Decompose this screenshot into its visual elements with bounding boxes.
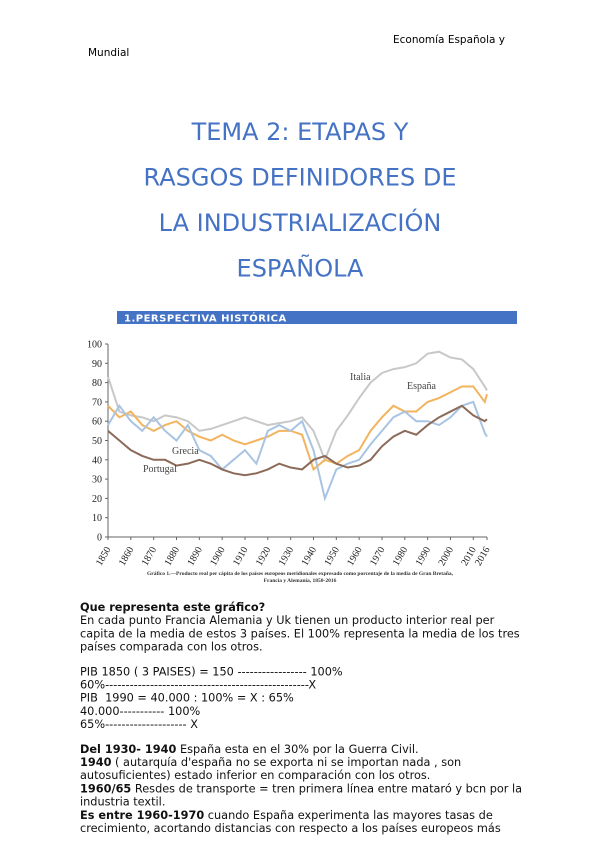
bold-text: 1940 <box>80 756 112 769</box>
body-text: 40.000----------- 100% <box>80 705 201 718</box>
body-line: capita de la media de estos 3 países. El… <box>80 627 520 640</box>
body-text: PIB 1990 = 40.000 : 100% = X : 65% <box>80 692 294 705</box>
chart-caption: Francia y Alemania, 1850-2016 <box>264 578 337 584</box>
x-tick-label: 1990 <box>414 545 434 568</box>
body-line: Que representa este gráfico? <box>80 601 265 614</box>
series-label: España <box>407 381 436 392</box>
series-line <box>107 385 488 472</box>
body-text: autosuficientes) estado inferior en comp… <box>80 769 430 782</box>
body-text: España esta en el 30% por la Guerra Civi… <box>176 743 418 756</box>
series-label: Portugal <box>143 464 177 475</box>
body-line: PIB 1990 = 40.000 : 100% = X : 65% <box>80 692 294 705</box>
bold-text: Del 1930- 1940 <box>80 743 176 756</box>
x-tick-label: 1890 <box>185 545 205 568</box>
series-line <box>107 350 488 463</box>
body-line: En cada punto Francia Alemania y Uk tien… <box>80 614 495 627</box>
y-tick-label: 20 <box>92 494 102 505</box>
y-tick-label: 10 <box>92 513 102 524</box>
body-text: Resdes de transporte = tren primera líne… <box>131 782 522 795</box>
body-line: países comparada con los otros. <box>80 641 263 654</box>
x-tick-label: 2000 <box>437 545 457 568</box>
x-tick-label: 1980 <box>391 545 411 568</box>
body-line: 1940 ( autarquía d'españa no se exporta … <box>80 756 461 769</box>
body-line: 40.000----------- 100% <box>80 705 201 718</box>
body-line: industria textil. <box>80 796 165 809</box>
y-tick-label: 40 <box>92 455 102 466</box>
bold-text: Que representa este gráfico? <box>80 601 265 614</box>
y-tick-label: 90 <box>92 359 102 370</box>
series-label: Italia <box>350 372 371 383</box>
bold-text: Es entre 1960-1970 <box>80 809 204 822</box>
x-tick-label: 1970 <box>368 545 388 568</box>
body-line: Del 1930- 1940 España esta en el 30% por… <box>80 743 419 756</box>
body-line: autosuficientes) estado inferior en comp… <box>80 769 430 782</box>
title-line: RASGOS DEFINIDORES DE <box>144 164 457 192</box>
body-text: industria textil. <box>80 796 165 809</box>
body-text: 65%-------------------- X <box>80 718 198 731</box>
body-text: 60%-------------------------------------… <box>80 679 316 692</box>
x-tick-label: 1860 <box>117 545 137 568</box>
x-tick-label: 1930 <box>277 545 297 568</box>
title-line: LA INDUSTRIALIZACIÓN <box>159 207 442 237</box>
x-tick-label: 1920 <box>254 545 274 568</box>
body-text: cuando España experimenta las mayores ta… <box>204 809 493 822</box>
body-text: ( autarquía d'españa no se exporta ni se… <box>111 756 461 769</box>
y-tick-label: 80 <box>92 378 102 389</box>
x-tick-label: 1940 <box>300 545 320 568</box>
series-label: Grecia <box>172 446 199 457</box>
x-tick-label: 2016 <box>473 545 493 568</box>
body-line: Es entre 1960-1970 cuando España experim… <box>80 809 493 822</box>
y-tick-label: 30 <box>92 475 102 486</box>
body-line: PIB 1850 ( 3 PAISES) = 150 -------------… <box>80 665 343 678</box>
bold-text: 1960/65 <box>80 782 131 795</box>
title-line: ESPAÑOLA <box>237 253 365 283</box>
y-tick-label: 70 <box>92 397 102 408</box>
section-title: 1.PERSPECTIVA HISTÓRICA <box>124 312 287 325</box>
body-text: países comparada con los otros. <box>80 641 263 654</box>
title-line: TEMA 2: ETAPAS Y <box>191 118 409 146</box>
x-tick-label: 1960 <box>345 545 365 568</box>
body-text: capita de la media de estos 3 países. El… <box>80 627 520 640</box>
x-tick-label: 1910 <box>231 545 251 568</box>
header-left: Mundial <box>88 47 129 59</box>
body-line: crecimiento, acortando distancias con re… <box>80 822 501 835</box>
body-text: crecimiento, acortando distancias con re… <box>80 822 501 835</box>
body-text: PIB 1850 ( 3 PAISES) = 150 -------------… <box>80 665 343 678</box>
body-line: 60%-------------------------------------… <box>80 679 316 692</box>
section-bar <box>117 311 517 324</box>
x-tick-label: 1900 <box>208 545 228 568</box>
body-line: 65%-------------------- X <box>80 718 198 731</box>
body-text: En cada punto Francia Alemania y Uk tien… <box>80 614 495 627</box>
x-tick-label: 1950 <box>322 545 342 568</box>
x-tick-label: 1880 <box>163 545 183 568</box>
body-line: 1960/65 Resdes de transporte = tren prim… <box>80 782 522 795</box>
header-right: Economía Española y <box>393 34 505 46</box>
chart-caption: Gráfico 1.—Producto real per cápita de l… <box>147 571 454 577</box>
x-tick-label: 1850 <box>94 545 114 568</box>
y-tick-label: 100 <box>87 340 102 351</box>
series-line <box>107 404 488 477</box>
y-tick-label: 0 <box>97 533 102 544</box>
y-tick-label: 50 <box>92 436 102 447</box>
y-tick-label: 60 <box>92 417 102 428</box>
x-tick-label: 1870 <box>140 545 160 568</box>
